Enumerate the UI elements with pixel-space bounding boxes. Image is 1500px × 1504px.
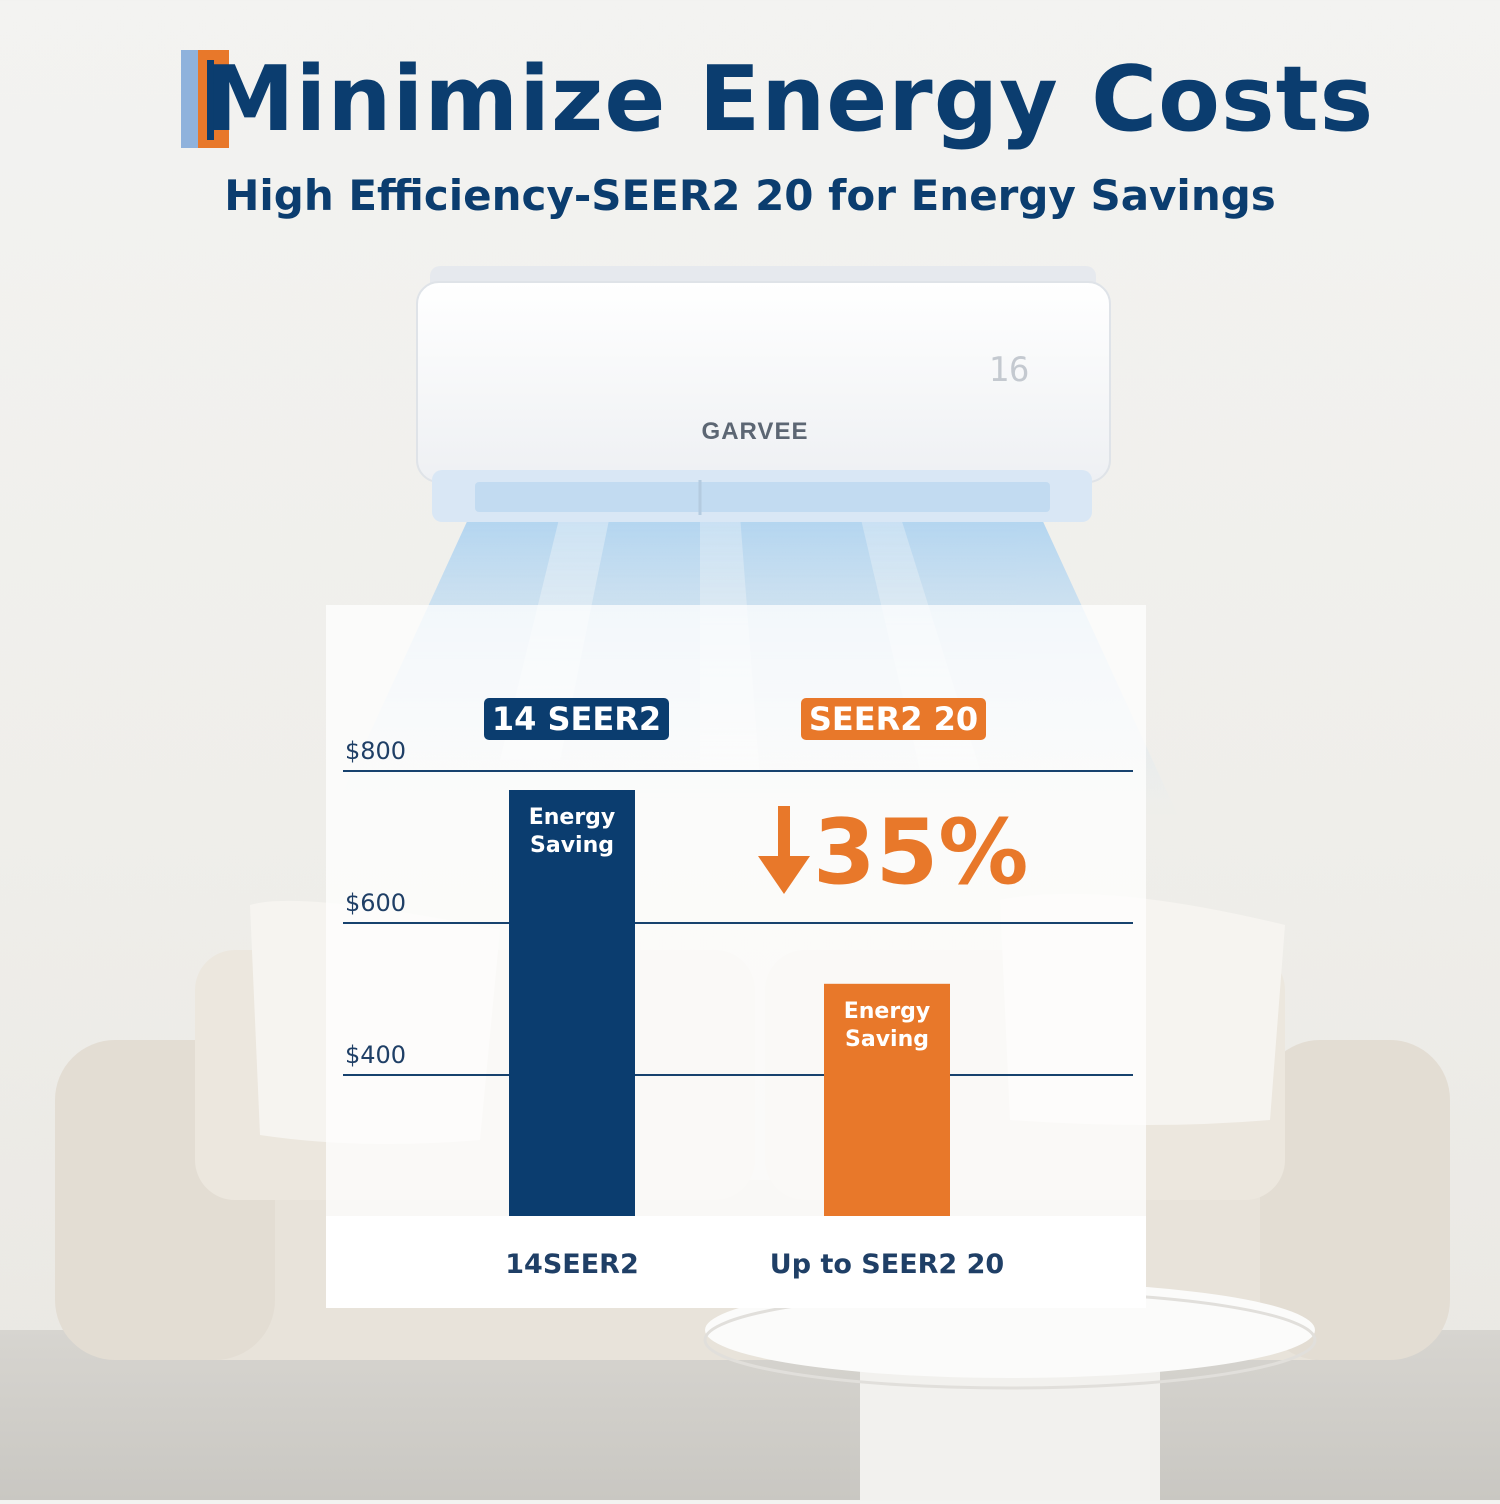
ac-brand-logo: GARVEE [701, 418, 809, 445]
legend-badge-14-seer2: 14 SEER2 [484, 698, 669, 740]
page-subtitle: High Efficiency-SEER2 20 for Energy Savi… [224, 171, 1276, 220]
bar-label-seer2-20: Energy Saving [843, 998, 931, 1052]
chart-footer [326, 1216, 1146, 1308]
y-tick-label: $800 [345, 737, 406, 765]
bar-label-14seer2: Energy Saving [528, 805, 616, 858]
y-tick-label: $400 [345, 1041, 406, 1069]
savings-percent: 35% [813, 800, 1029, 905]
page-title: Minimize Energy Costs [205, 47, 1375, 152]
bar-14seer2 [509, 790, 635, 1216]
y-tick-label: $600 [345, 889, 406, 917]
air-conditioner-unit [416, 266, 1111, 522]
x-tick-up-to-seer2-20: Up to SEER2 20 [769, 1249, 1005, 1280]
legend-badge-seer2-20: SEER2 20 [801, 698, 986, 740]
x-tick-14seer2: 14SEER2 [505, 1249, 639, 1280]
arrow-down-icon [758, 806, 810, 894]
savings-annotation: 35% [755, 798, 1028, 908]
bar-seer2-20 [824, 983, 950, 1216]
title-accent-bars [181, 50, 229, 148]
chart-panel [326, 605, 1146, 1308]
ac-temperature-display: 16 [988, 350, 1030, 390]
